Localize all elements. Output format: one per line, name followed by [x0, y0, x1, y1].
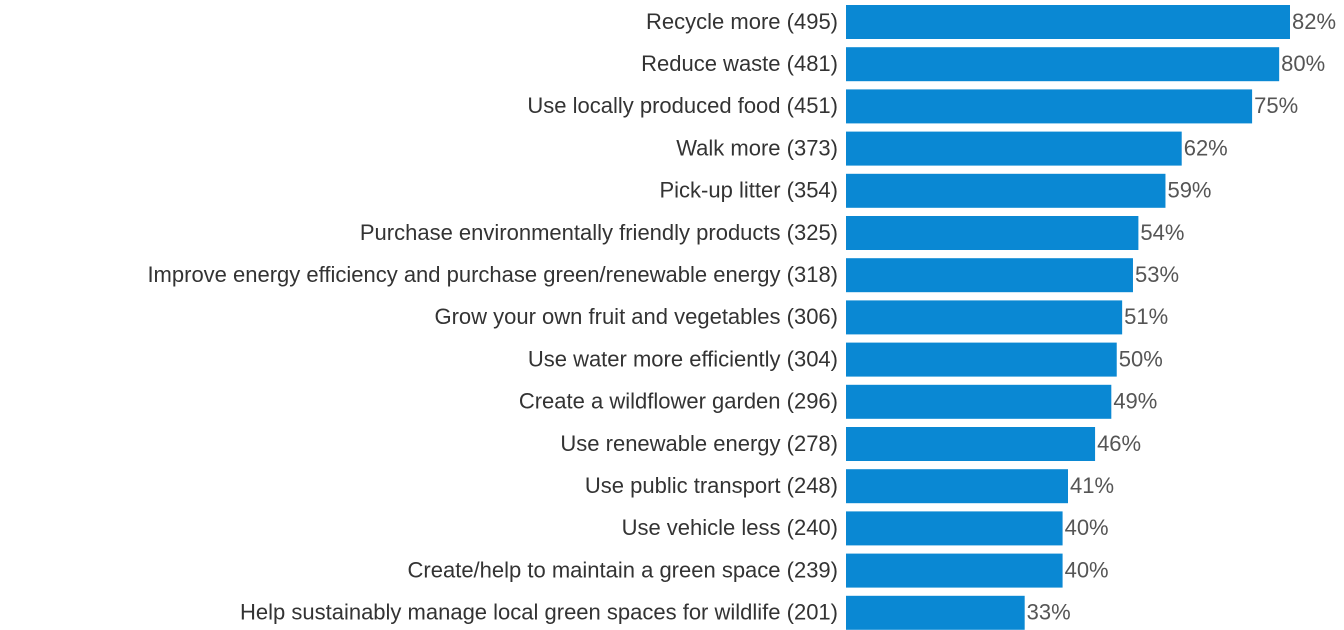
- value-label: 75%: [1254, 93, 1298, 118]
- bar: [846, 511, 1063, 546]
- bar: [846, 300, 1123, 335]
- category-label: Use locally produced food (451): [527, 93, 838, 118]
- bar: [846, 427, 1096, 461]
- bar: [846, 342, 1117, 377]
- bar: [846, 258, 1133, 293]
- bar: [846, 595, 1025, 630]
- bar: [846, 89, 1253, 124]
- value-label: 33%: [1027, 600, 1071, 625]
- value-label: 40%: [1065, 515, 1109, 540]
- value-label: 49%: [1113, 389, 1157, 414]
- category-label: Use renewable energy (278): [560, 431, 838, 456]
- bar: [846, 216, 1139, 250]
- category-label: Use public transport (248): [585, 473, 838, 498]
- category-label: Grow your own fruit and vegetables (306): [434, 304, 838, 329]
- bar: [846, 384, 1112, 419]
- value-label: 54%: [1140, 220, 1184, 245]
- category-label: Recycle more (495): [646, 9, 838, 34]
- bar: [846, 47, 1280, 82]
- category-label: Walk more (373): [676, 135, 838, 160]
- category-label: Pick-up litter (354): [659, 178, 838, 203]
- bar: [846, 173, 1166, 208]
- category-label: Use water more efficiently (304): [528, 346, 838, 371]
- value-label: 46%: [1097, 431, 1141, 456]
- bar: [846, 5, 1290, 39]
- category-label: Create/help to maintain a green space (2…: [408, 557, 838, 582]
- value-label: 53%: [1135, 262, 1179, 287]
- bar: [846, 469, 1068, 504]
- category-label: Create a wildflower garden (296): [519, 389, 838, 414]
- category-label: Use vehicle less (240): [622, 515, 838, 540]
- value-label: 80%: [1281, 51, 1325, 76]
- category-label: Help sustainably manage local green spac…: [240, 600, 838, 625]
- value-label: 41%: [1070, 473, 1114, 498]
- category-label: Purchase environmentally friendly produc…: [360, 220, 838, 245]
- category-label: Reduce waste (481): [641, 51, 838, 76]
- bar: [846, 131, 1182, 166]
- value-label: 82%: [1292, 9, 1336, 34]
- category-label: Improve energy efficiency and purchase g…: [147, 262, 838, 287]
- bar: [846, 553, 1063, 588]
- value-label: 62%: [1184, 135, 1228, 160]
- value-label: 51%: [1124, 304, 1168, 329]
- value-label: 59%: [1167, 178, 1211, 203]
- value-label: 50%: [1119, 346, 1163, 371]
- value-label: 40%: [1065, 557, 1109, 582]
